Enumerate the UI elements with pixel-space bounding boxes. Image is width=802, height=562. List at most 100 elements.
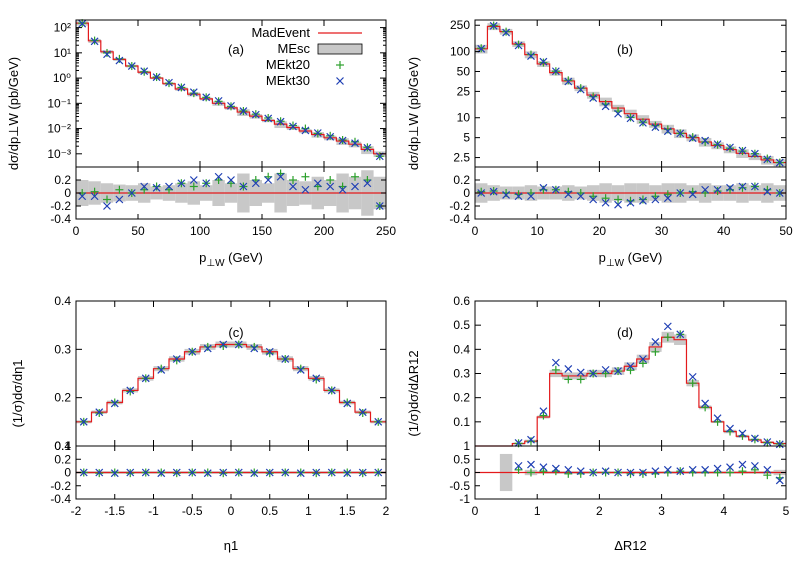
- x-tick-label: 20: [593, 224, 607, 238]
- mekt30-ratio-point: [713, 185, 722, 194]
- mekt30-point: [775, 440, 784, 449]
- mekt30-ratio-point: [601, 467, 610, 476]
- mekt30-point: [576, 85, 585, 94]
- y-tick-label: 0.4: [54, 294, 71, 308]
- mekt30-ratio-point: [152, 183, 161, 192]
- mekt30-ratio-point: [701, 185, 710, 194]
- mekt30-point: [551, 358, 560, 367]
- mekt30-point: [738, 146, 747, 155]
- mekt30-ratio-point: [115, 195, 124, 204]
- mekt30-point: [775, 158, 784, 167]
- y-tick-label: 10⁰: [53, 71, 71, 85]
- mekt30-ratio-point: [701, 465, 710, 474]
- x-tick-label: -1: [148, 504, 159, 518]
- legend-label-mekt20: MEkt20: [266, 57, 310, 72]
- mekt30-ratio-point: [775, 189, 784, 197]
- mekt30-ratio-point: [713, 464, 722, 473]
- mekt30-point: [527, 435, 535, 444]
- main-y-ticks: 10⁻³ 10⁻² 10⁻¹ 10⁰ 10¹ 10²: [47, 21, 386, 161]
- panel-c: 0.10.20.30.40.4-2 -1.5 -1 -0.5 0 0.5 1 1.5 2-0.4…: [10, 294, 390, 553]
- mekt30-point: [152, 73, 161, 82]
- mekt30-point: [750, 434, 759, 443]
- mekt30-ratio-point: [750, 182, 759, 191]
- mekt30-ratio-point: [514, 461, 523, 470]
- mekt30-point: [301, 126, 310, 135]
- mekt30-point: [79, 417, 88, 426]
- y-tick-label: 2.5: [453, 151, 470, 165]
- mekt30-point: [701, 399, 710, 408]
- mekt30-ratio-point: [576, 467, 585, 476]
- x-tick-label: 150: [252, 224, 272, 238]
- mekt30-point: [363, 143, 372, 152]
- mekt30-ratio-point: [95, 468, 104, 477]
- mekt30-point: [713, 414, 722, 423]
- mekt30-point: [750, 149, 759, 158]
- mekt30-ratio-point: [726, 183, 734, 192]
- mekt30-ratio-point: [188, 468, 197, 477]
- y-axis-label: (1/σ)dσ/dη1: [10, 359, 25, 427]
- mekt30-ratio-point: [351, 182, 359, 191]
- mekt30-ratio-point: [763, 187, 772, 196]
- y-tick-label: 0.2: [453, 391, 470, 405]
- mekt30-point: [140, 67, 149, 76]
- mekt30-point: [276, 117, 285, 126]
- mekt30-ratio-point: [738, 182, 747, 191]
- mekt30-ratio-point: [227, 176, 235, 184]
- mekt30-point: [589, 369, 598, 378]
- mekt30-point: [639, 355, 647, 363]
- mekt30-point: [250, 344, 259, 353]
- mekt30-ratio-point: [651, 195, 660, 204]
- mekt30-point: [338, 136, 347, 145]
- mekt30-point: [626, 362, 635, 371]
- y-tick-label: 0.1: [453, 415, 470, 429]
- x-ticks: -2 -1.5 -1 -0.5 0 0.5 1 1.5 2: [71, 301, 390, 518]
- mekt30-ratio-point: [688, 190, 697, 199]
- mekt30-point: [327, 386, 336, 395]
- x-tick-label: 0.5: [261, 504, 278, 518]
- main-markers: [514, 322, 784, 449]
- mekt30-ratio-point: [626, 468, 635, 477]
- mekt30-ratio-point: [589, 468, 598, 477]
- y-tick-label: 1: [463, 439, 470, 453]
- x-axis-label: p⊥W (GeV): [199, 250, 263, 269]
- y-tick-label: 10⁻³: [47, 147, 71, 161]
- x-tick-label: 0: [228, 504, 235, 518]
- mekt30-point: [676, 129, 685, 138]
- mekt30-ratio-point: [514, 192, 523, 201]
- mekt30-ratio-point: [79, 468, 88, 477]
- mekt30-point: [639, 118, 647, 127]
- x-tick-label: 1: [534, 504, 541, 518]
- y-tick-label: 100: [450, 45, 470, 59]
- mekt30-point: [103, 50, 111, 59]
- mekt30-point: [251, 110, 260, 119]
- x-tick-label: -0.5: [182, 504, 203, 518]
- y-tick-label: 10²: [54, 21, 71, 35]
- x-tick-label: 40: [717, 224, 731, 238]
- mekt30-ratio-point: [90, 192, 99, 201]
- x-tick-label: 5: [783, 504, 790, 518]
- mekt30-ratio-point: [281, 468, 290, 477]
- mekt30-point: [688, 134, 697, 143]
- mekt30-ratio-point: [676, 189, 685, 197]
- mekt30-point: [726, 424, 734, 433]
- mekt30-ratio-point: [127, 189, 136, 197]
- mekt30-ratio-point: [564, 190, 573, 199]
- main-y-ticks: 0.1 0.2 0.3 0.4 0.4: [54, 294, 386, 453]
- legend-label-madevent: MadEvent: [251, 25, 310, 40]
- mekt30-point: [358, 408, 367, 417]
- y-tick-label: 10¹: [54, 46, 71, 60]
- mekt30-point: [188, 347, 197, 356]
- mekt30-ratio-point: [738, 460, 747, 469]
- mekt30-point: [95, 408, 104, 417]
- mekt30-point: [177, 83, 186, 92]
- mekt30-ratio-point: [250, 469, 259, 478]
- mekt30-point: [663, 322, 672, 331]
- mekt30-point: [296, 365, 305, 374]
- mekt30-point: [564, 77, 573, 86]
- mekt30-point: [374, 417, 383, 426]
- y-tick-label: 0.3: [54, 342, 71, 356]
- mekt30-point: [514, 41, 523, 50]
- mekt30-ratio-point: [363, 179, 372, 188]
